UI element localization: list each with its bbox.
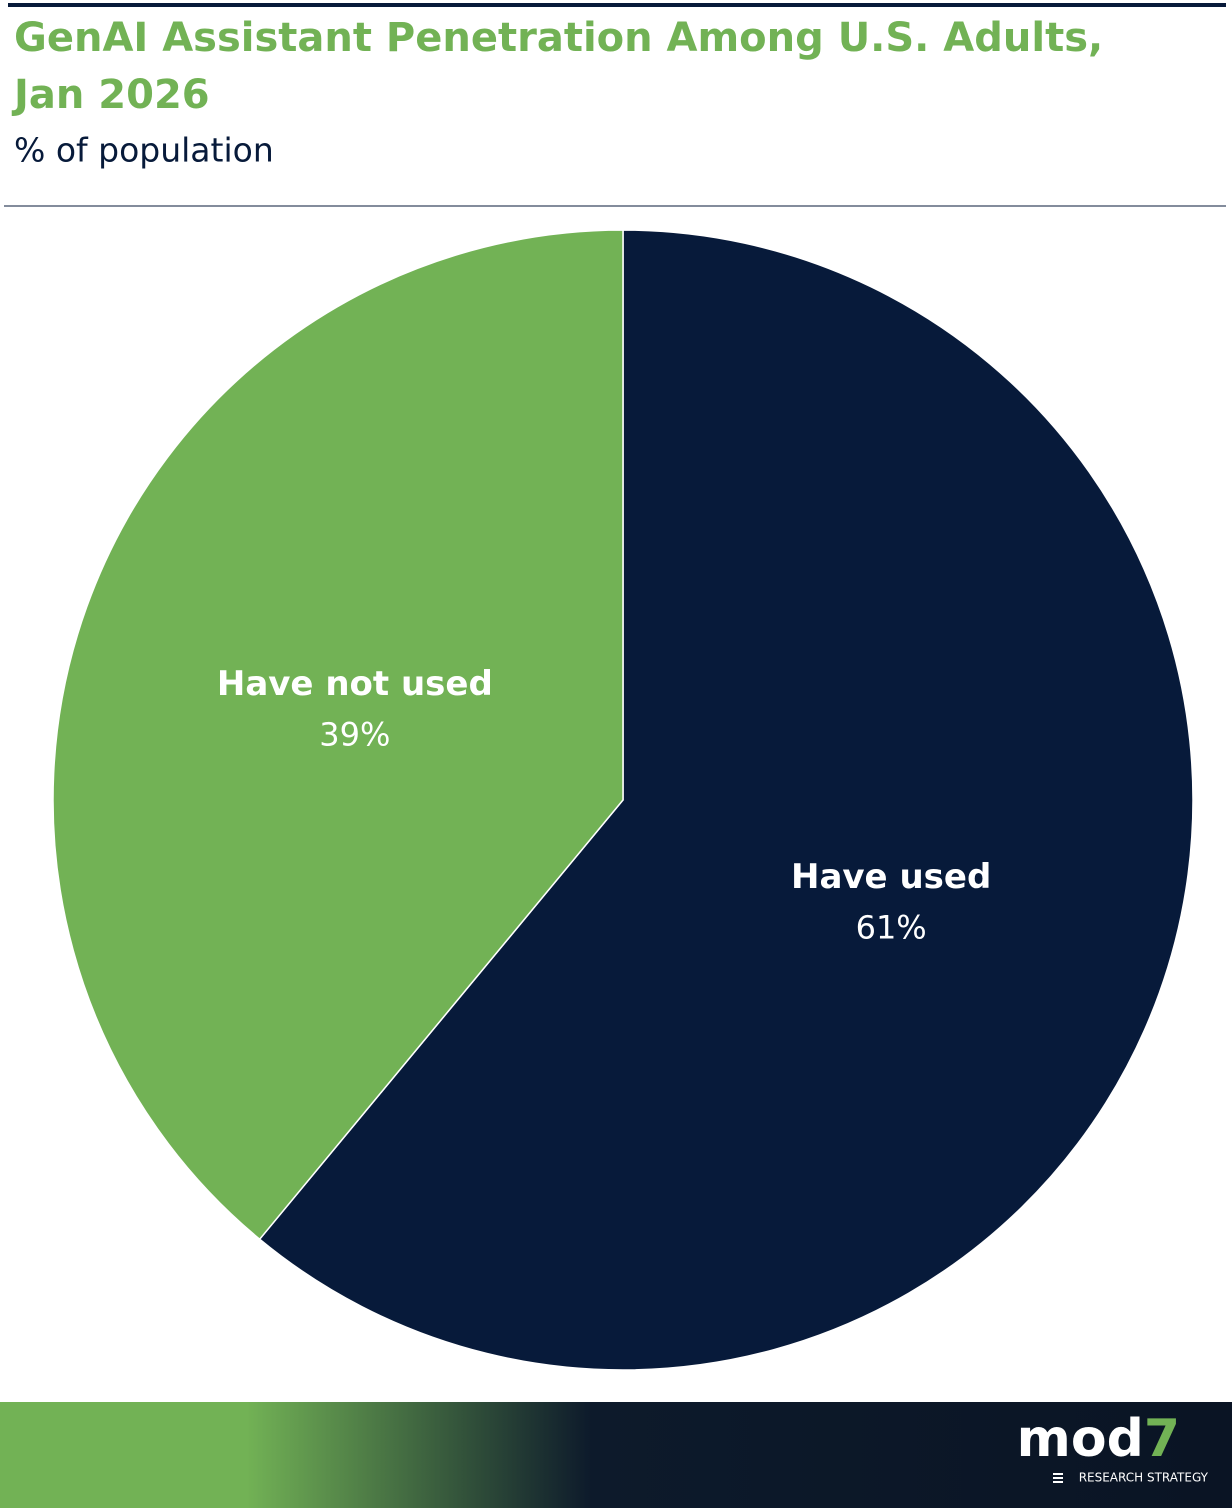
chart-subtitle: % of population	[14, 131, 274, 170]
value-label: 61%	[856, 909, 927, 947]
tagline: RESEARCH STRATEGY	[1079, 1471, 1209, 1485]
title-line: Jan 2026	[11, 72, 210, 118]
pie-slice	[258, 229, 1194, 1371]
top-rule	[8, 3, 1226, 7]
title-line: GenAI Assistant Penetration Among U.S. A…	[14, 15, 1103, 61]
pie-slice	[52, 229, 624, 1241]
chart-title: GenAI Assistant Penetration Among U.S. A…	[11, 15, 1103, 118]
pie: Have used 61% Have not used 39%	[52, 229, 1194, 1371]
slice-label: Have used	[791, 857, 991, 897]
footer-band	[0, 1402, 1232, 1508]
logo: mod7	[1017, 1409, 1180, 1469]
logo-digit: 7	[1144, 1409, 1180, 1469]
tagline-icon	[1053, 1473, 1063, 1483]
value-label: 39%	[319, 715, 390, 753]
slice-label: Have not used	[217, 664, 493, 704]
logo-text: mod	[1017, 1409, 1144, 1469]
